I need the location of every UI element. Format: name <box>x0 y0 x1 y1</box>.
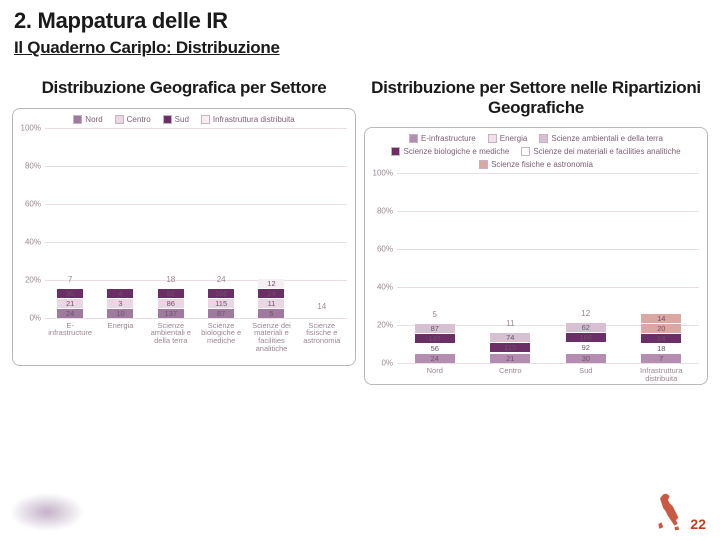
bar-top-label: 11 <box>490 319 530 328</box>
bar-segment: 115 <box>208 298 234 308</box>
y-tick: 100% <box>373 169 393 178</box>
legend-item: Scienze dei materiali e facilities anali… <box>521 147 680 156</box>
chart-left-legend: Nord Centro Sud Infrastruttura distribuita <box>17 115 351 128</box>
y-tick: 40% <box>377 283 393 292</box>
bar-segment: 24 <box>258 288 284 298</box>
y-tick: 80% <box>377 207 393 216</box>
bar: 14 <box>309 314 335 318</box>
y-tick: 20% <box>377 321 393 330</box>
x-label: Centro <box>473 367 549 383</box>
y-tick: 20% <box>25 275 41 284</box>
bar-segment: 166 <box>566 332 606 342</box>
bar-segment: 5 <box>258 308 284 318</box>
chart-left-plot: 0%20%40%60%80%100% 242130710341378692188… <box>17 128 351 318</box>
bar: 137869218 <box>158 287 184 318</box>
bar-segment: 10 <box>107 308 133 318</box>
bar-segment: 87 <box>208 308 234 318</box>
bar-top-label: 14 <box>309 302 335 311</box>
chart-right-legend: E-infrastructure Energia Scienze ambiental… <box>369 134 703 173</box>
bar-segment: 30 <box>57 288 83 298</box>
bar: 30921666212 <box>566 321 606 363</box>
bar-segment: 115 <box>490 342 530 352</box>
bar-top-label: 18 <box>158 275 184 284</box>
bar-segment: 92 <box>566 342 606 352</box>
y-tick: 80% <box>25 161 41 170</box>
subtitle: Il Quaderno Cariplo: Distribuzione <box>0 38 720 64</box>
bar-segment: 12 <box>258 278 284 288</box>
x-label: Infrastrutturadistribuita <box>624 367 700 383</box>
legend-item: Sud <box>163 115 189 124</box>
charts-row: Distribuzione Geografica per Settore Nor… <box>0 64 720 385</box>
legend-item: Energia <box>488 134 528 143</box>
bar-segment: 24 <box>415 353 455 363</box>
x-label: E-infrastructure <box>45 322 95 354</box>
legend-item: Centro <box>115 115 151 124</box>
bar-segment: 30 <box>566 353 606 363</box>
chart-left-box: NordCentroSudInfrastruttura distribuita … <box>12 108 356 366</box>
bar: 5112412 <box>258 278 284 318</box>
bar-segment: 86 <box>158 298 184 308</box>
legend-item: Scienze biologiche e mediche <box>391 147 509 156</box>
bar-segment: 20 <box>641 323 681 333</box>
bar: 2456137875 <box>415 322 455 363</box>
chart-left-title: Distribuzione Geografica per Settore <box>12 72 356 108</box>
bar-top-label: 5 <box>415 310 455 319</box>
bar-segment: 24 <box>641 333 681 343</box>
bar-segment: 21 <box>490 353 530 363</box>
x-label: Scienzefisische eastronomia <box>297 322 347 354</box>
legend-item: Nord <box>73 115 102 124</box>
y-tick: 40% <box>25 237 41 246</box>
legend-item: E-infrastructure <box>409 134 476 143</box>
bar-segment: 21 <box>57 298 83 308</box>
chart-right-plot: 0%20%40%60%80%100% 245613787521115741130… <box>369 173 703 363</box>
chart-right-panel: Distribuzione per Settore nelle Ripartiz… <box>364 72 708 385</box>
bar-segment: 18 <box>641 343 681 353</box>
chart-right-title: Distribuzione per Settore nelle Ripartiz… <box>364 72 708 127</box>
legend-item: Scienze ambientali e della terra <box>539 134 663 143</box>
bar-segment: 24 <box>57 308 83 318</box>
y-tick: 0% <box>381 359 393 368</box>
y-tick: 0% <box>29 313 41 322</box>
bar: 211157411 <box>490 331 530 363</box>
legend-item: Scienze fisiche e astronomia <box>479 160 593 169</box>
italy-icon <box>652 492 684 532</box>
bar-segment: 3 <box>107 298 133 308</box>
legend-item: Infrastruttura distribuita <box>201 115 295 124</box>
footer: 22 <box>652 492 706 532</box>
x-label: Scienzebiologiche emediche <box>196 322 246 354</box>
x-label: Nord <box>397 367 473 383</box>
decorative-smudge <box>12 494 82 530</box>
bar: 1034 <box>107 288 133 318</box>
bar-segment: 137 <box>415 333 455 343</box>
bar: 2421307 <box>57 287 83 318</box>
x-label: Scienze deimateriali efacilitiesanalitic… <box>246 322 296 354</box>
page-number: 22 <box>690 516 706 532</box>
y-tick: 60% <box>377 245 393 254</box>
section-title: 2. Mappatura delle IR <box>0 0 720 38</box>
bar-segment: 11 <box>258 298 284 308</box>
bar-segment: 56 <box>415 343 455 353</box>
x-label: Scienzeambientali edella terra <box>146 322 196 354</box>
x-label: Energia <box>95 322 145 354</box>
bar-top-label: 24 <box>208 275 234 284</box>
bar: 718242014 <box>641 313 681 363</box>
bar-segment: 74 <box>490 332 530 342</box>
bar: 8711516624 <box>208 287 234 318</box>
bar-segment: 4 <box>107 288 133 298</box>
bar-top-label: 7 <box>57 275 83 284</box>
bar-segment: 87 <box>415 323 455 333</box>
bar-segment: 137 <box>158 308 184 318</box>
bar-segment: 92 <box>158 288 184 298</box>
bar-segment: 62 <box>566 322 606 332</box>
bar-top-label: 12 <box>566 309 606 318</box>
x-label: Sud <box>548 367 624 383</box>
chart-right-box: E-infrastructure Energia Scienze ambiental… <box>364 127 708 385</box>
bar-segment: 7 <box>641 353 681 363</box>
chart-left-panel: Distribuzione Geografica per Settore Nor… <box>12 72 356 385</box>
bar-segment: 166 <box>208 288 234 298</box>
bar-segment: 14 <box>641 313 681 323</box>
y-tick: 100% <box>21 123 41 132</box>
bar-segment <box>309 317 335 318</box>
y-tick: 60% <box>25 199 41 208</box>
